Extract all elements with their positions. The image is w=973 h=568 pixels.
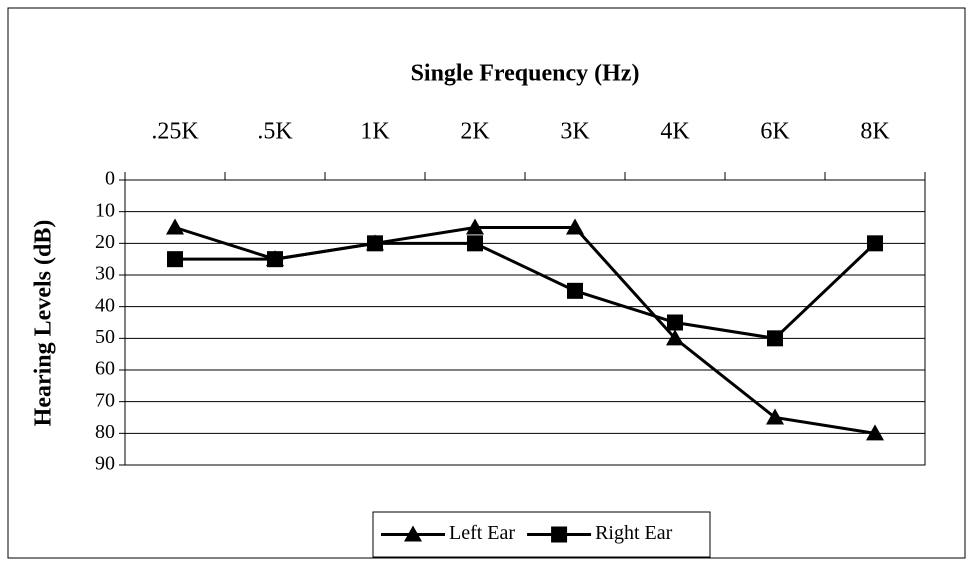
data-point [667, 314, 683, 331]
data-point [466, 218, 484, 235]
legend-marker [551, 526, 568, 543]
x-tick-label: .25K [151, 119, 199, 145]
y-tick-label: 20 [95, 231, 115, 253]
y-tick-label: 30 [95, 263, 115, 285]
y-tick-label: 10 [95, 199, 115, 221]
y-tick-label: 60 [95, 358, 115, 380]
y-tick-label: 90 [95, 453, 115, 475]
data-point [867, 235, 883, 252]
x-tick-label: 3K [560, 119, 590, 145]
legend-label: Right Ear [595, 522, 673, 544]
data-point [866, 424, 884, 441]
y-tick-label: 50 [95, 326, 115, 348]
x-tick-label: 4K [660, 119, 690, 145]
x-tick-label: 8K [860, 119, 890, 145]
data-point [167, 251, 183, 268]
y-tick-label: 80 [95, 421, 115, 443]
data-point [367, 235, 383, 252]
y-tick-label: 0 [105, 168, 115, 190]
y-tick-label: 40 [95, 294, 115, 316]
data-point [566, 218, 584, 235]
legend-label: Left Ear [449, 522, 515, 544]
data-point [166, 218, 184, 235]
x-tick-label: 2K [460, 119, 490, 145]
x-tick-label: .5K [257, 119, 293, 145]
data-point [267, 251, 283, 268]
data-point [767, 330, 783, 347]
chart-title: Single Frequency (Hz) [411, 61, 640, 87]
data-point [467, 235, 483, 252]
y-tick-label: 70 [95, 389, 115, 411]
x-tick-label: 6K [760, 119, 790, 145]
x-tick-label: 1K [360, 119, 390, 145]
legend-marker [404, 525, 422, 542]
data-point [766, 408, 784, 425]
chart-frame [7, 7, 966, 559]
series-line [175, 241, 877, 340]
data-point [567, 282, 583, 299]
y-axis-label: Hearing Levels (dB) [31, 220, 57, 427]
data-point [666, 329, 684, 346]
